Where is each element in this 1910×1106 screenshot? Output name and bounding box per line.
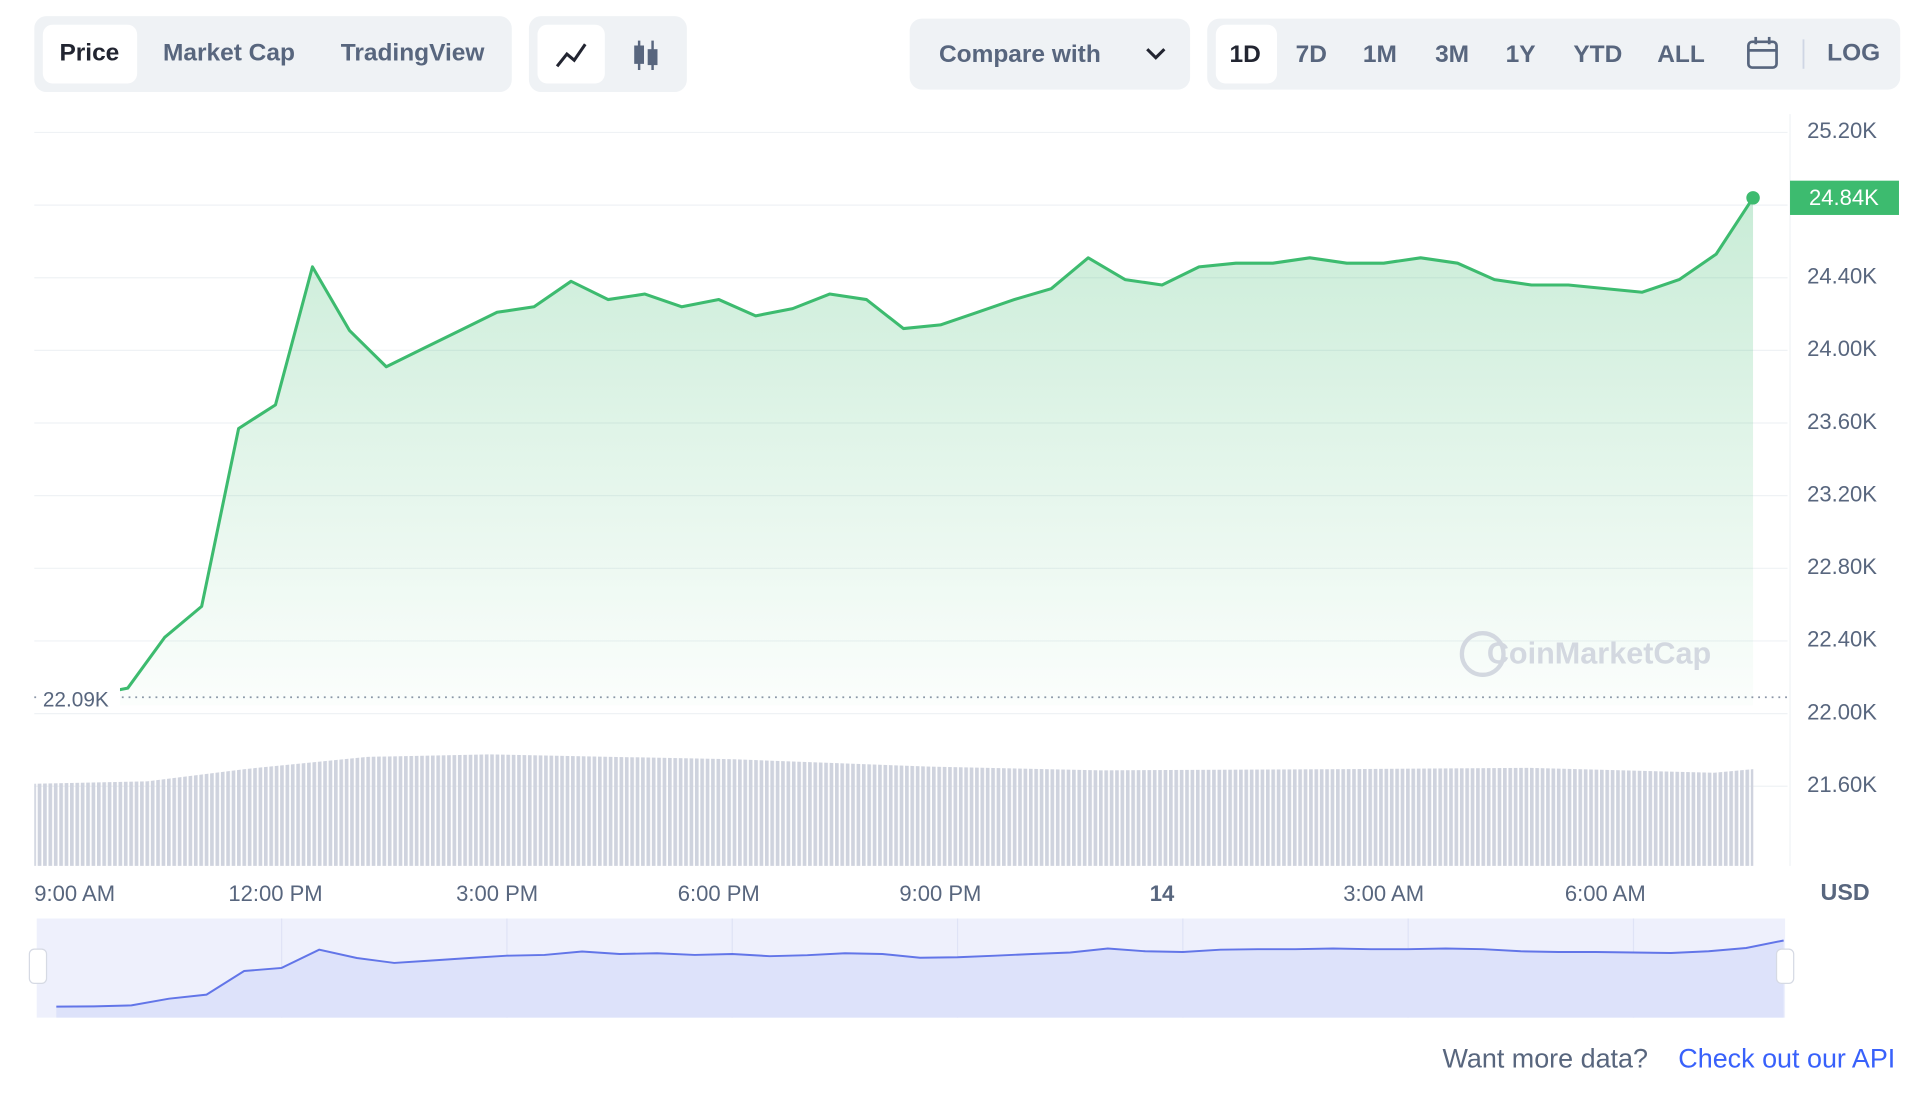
range-button[interactable]: 7D — [1296, 41, 1327, 68]
y-tick-label: 24.40K — [1807, 264, 1877, 289]
api-link[interactable]: Check out our API — [1678, 1044, 1895, 1074]
x-tick-label: 3:00 AM — [1343, 881, 1424, 906]
compare-label[interactable]: Compare with — [939, 41, 1101, 68]
compare-dropdown[interactable] — [909, 18, 1191, 90]
reference-label-bg — [36, 683, 120, 711]
chevron — [1146, 48, 1166, 60]
y-tick-label: 24.00K — [1807, 336, 1877, 361]
y-tick-label: 25.20K — [1807, 118, 1877, 143]
x-tick-label: 6:00 PM — [678, 881, 760, 906]
x-tick-label: 9:00 AM — [34, 881, 115, 906]
reference-label: 22.09K — [43, 688, 109, 711]
navigator-handle[interactable] — [1775, 948, 1795, 984]
range-group — [1207, 18, 1901, 90]
y-tick-label: 22.40K — [1807, 627, 1877, 652]
log-button[interactable]: LOG — [1827, 40, 1880, 67]
range-button[interactable]: 3M — [1435, 41, 1469, 68]
range-button[interactable]: 1Y — [1506, 41, 1536, 68]
y-tick-label: 23.60K — [1807, 409, 1877, 434]
range-button[interactable]: 1D — [1230, 41, 1261, 68]
candle-icon[interactable] — [634, 40, 658, 70]
last-price-badge — [1790, 180, 1899, 215]
tab[interactable]: Price — [59, 40, 119, 67]
x-tick-label: 12:00 PM — [228, 881, 322, 906]
range-button[interactable]: 1M — [1363, 41, 1397, 68]
navigator-line — [56, 939, 1784, 1008]
x-tick-label: 3:00 PM — [456, 881, 538, 906]
navigator-area — [56, 940, 1784, 1018]
last-price-label: 24.84K — [1809, 185, 1879, 210]
y-tick-label: 22.80K — [1807, 554, 1877, 579]
x-tick-label: 9:00 PM — [899, 881, 981, 906]
volume-bars — [34, 754, 1754, 866]
watermark-logo — [1459, 631, 1506, 677]
footer-text: Want more data? — [1442, 1044, 1648, 1074]
tab[interactable]: TradingView — [341, 40, 486, 67]
active-tab-bg — [42, 24, 138, 84]
navigator-handle[interactable] — [28, 948, 48, 984]
tab[interactable]: Market Cap — [163, 40, 295, 67]
line-icon — [555, 43, 587, 68]
price-line — [53, 196, 1755, 699]
range-button[interactable]: ALL — [1657, 41, 1705, 68]
x-tick-label: 14 — [1150, 881, 1175, 906]
tab-group — [34, 16, 512, 93]
calendar-icon[interactable] — [1747, 36, 1778, 69]
currency-label: USD — [1821, 879, 1870, 905]
area — [53, 197, 1754, 706]
y-tick-label: 21.60K — [1807, 772, 1877, 797]
last-point — [1746, 191, 1760, 205]
x-tick-label: 6:00 AM — [1565, 881, 1646, 906]
watermark: CoinMarketCap — [1487, 636, 1711, 670]
line-button[interactable] — [537, 24, 605, 84]
range-button[interactable]: YTD — [1573, 41, 1622, 68]
active-range-bg — [1215, 24, 1278, 84]
y-tick-label: 23.20K — [1807, 481, 1877, 506]
y-tick-label: 22.00K — [1807, 699, 1877, 724]
